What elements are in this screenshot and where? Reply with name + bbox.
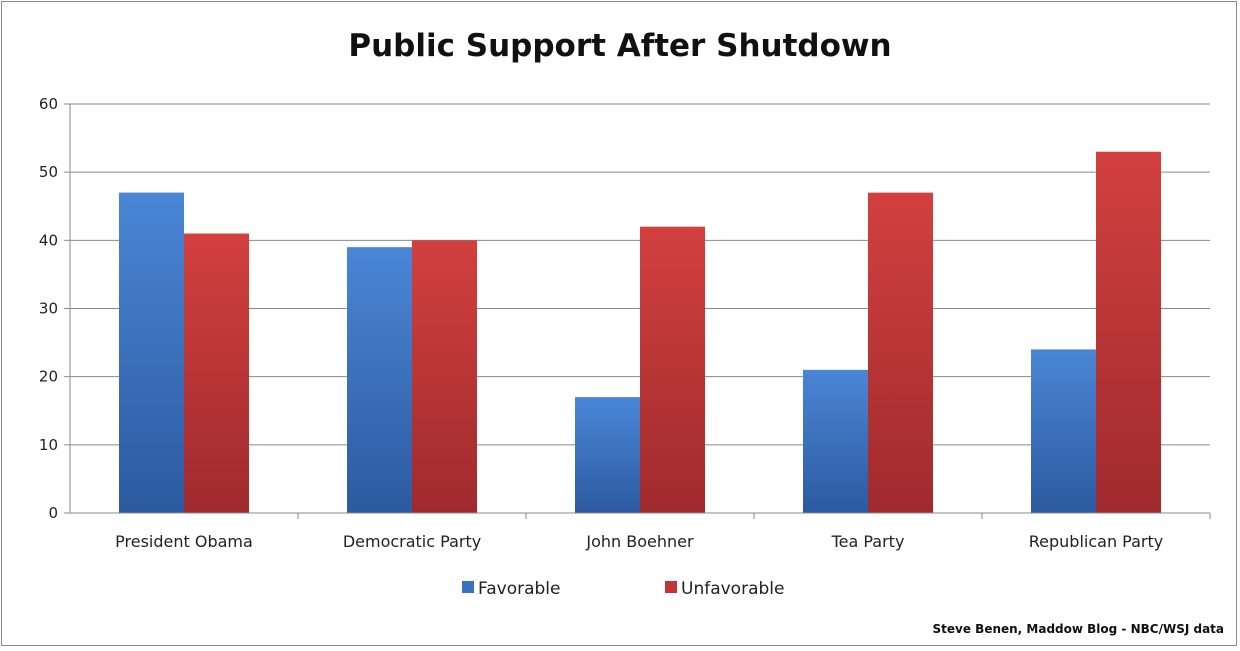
legend: Favorable Unfavorable: [462, 579, 784, 599]
legend-swatch-unfavorable: [665, 581, 677, 593]
x-tick-label: Tea Party: [831, 532, 905, 551]
bar-favorable-2: [575, 397, 640, 513]
y-tick-label: 60: [39, 95, 58, 113]
x-tick-label: Democratic Party: [343, 532, 481, 551]
bars: [119, 151, 1161, 514]
x-tick-label: John Boehner: [585, 532, 694, 551]
x-tick-label: Republican Party: [1029, 532, 1163, 551]
y-tick-label: 20: [39, 368, 58, 386]
bar-favorable-3: [803, 369, 868, 513]
bar-unfavorable-4: [1096, 151, 1161, 513]
y-tick-label: 40: [39, 231, 58, 249]
y-tick-label: 10: [39, 436, 58, 454]
bar-favorable-1: [347, 247, 412, 513]
legend-swatch-favorable: [462, 581, 474, 593]
legend-label-unfavorable: Unfavorable: [681, 579, 784, 599]
chart-credit: Steve Benen, Maddow Blog - NBC/WSJ data: [933, 622, 1224, 636]
y-tick-label: 0: [48, 504, 58, 522]
axes: 0 10 20 30 40 50 60 President Obama Democratic P…: [39, 95, 1211, 551]
y-tick-label: 30: [39, 300, 58, 318]
bar-unfavorable-2: [640, 226, 705, 513]
chart-title: Public Support After Shutdown: [348, 28, 891, 64]
bar-favorable-0: [119, 192, 184, 513]
bar-favorable-4: [1031, 349, 1096, 513]
y-tick-label: 50: [39, 163, 58, 181]
bar-unfavorable-0: [184, 233, 249, 513]
bar-unfavorable-3: [868, 192, 933, 513]
legend-label-favorable: Favorable: [478, 579, 560, 599]
x-tick-label: President Obama: [115, 532, 253, 551]
bar-unfavorable-1: [412, 240, 477, 514]
